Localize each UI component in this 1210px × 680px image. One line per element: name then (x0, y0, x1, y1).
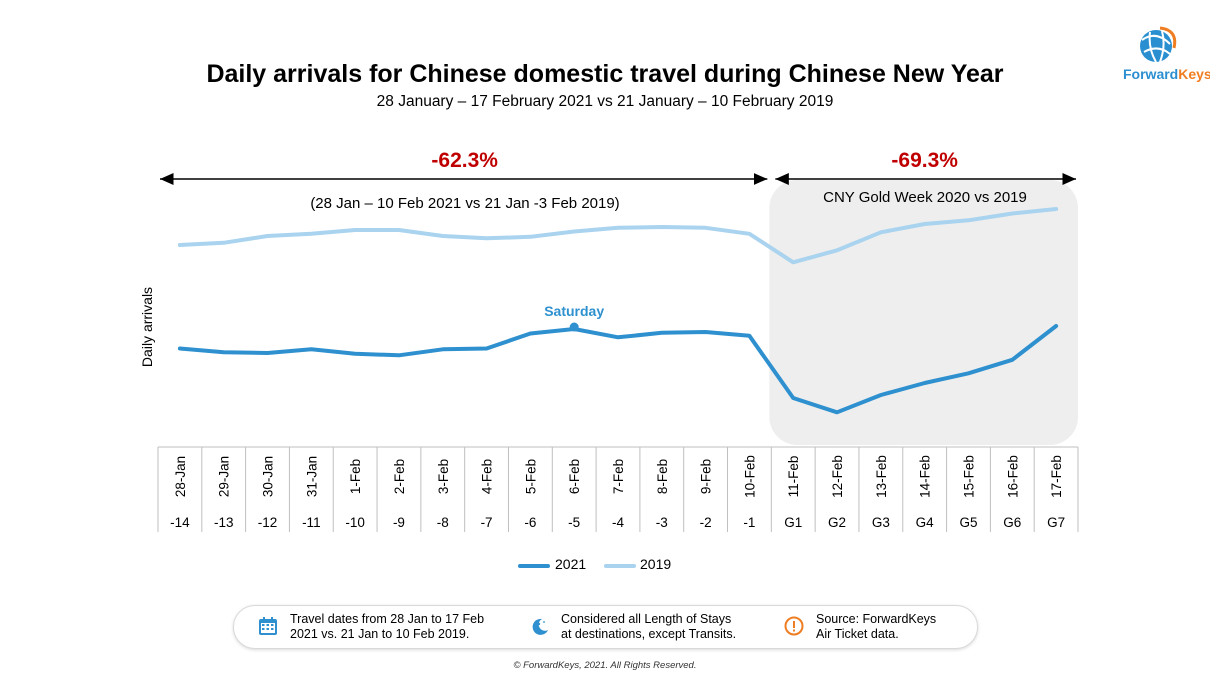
day-offset-label: -7 (481, 515, 493, 530)
x-tick-label: 13-Feb (874, 455, 889, 498)
calendar-icon (259, 617, 277, 635)
day-offset-label: -9 (393, 515, 405, 530)
day-offset-label: -14 (170, 515, 190, 530)
line-chart: Daily arrivals -62.3% -69.3% (28 Jan – 10 F… (139, 149, 1079, 532)
day-offset-label: G4 (916, 515, 935, 530)
x-tick-label: 31-Jan (304, 456, 319, 497)
x-tick-label: 11-Feb (786, 456, 801, 498)
globe-logo-icon (1140, 26, 1177, 63)
x-tick-label: 10-Feb (742, 455, 757, 498)
day-offset-label: -5 (568, 515, 580, 530)
day-offset-label: -8 (437, 515, 449, 530)
footnote-length-of-stay: Considered all Length of Stays at destin… (561, 612, 737, 641)
series-line-2019 (177, 207, 1059, 265)
y-axis-label: Daily arrivals (139, 287, 155, 367)
x-tick-label: 30-Jan (261, 456, 276, 497)
saturday-label: Saturday (544, 303, 604, 319)
series-line-2021 (177, 324, 1059, 415)
footnote-source: Source: ForwardKeys Air Ticket data. (816, 612, 937, 641)
day-offset-label: -13 (214, 515, 234, 530)
day-offset-label: -11 (302, 515, 321, 530)
legend-swatch-2021 (518, 564, 550, 568)
day-offset-label: G6 (1003, 515, 1021, 530)
x-tick-label: 28-Jan (173, 456, 188, 497)
x-tick-label: 7-Feb (611, 459, 626, 494)
x-tick-label: 6-Feb (567, 459, 582, 494)
gold-week-pct: -69.3% (891, 149, 958, 172)
x-tick-label: 4-Feb (480, 459, 495, 494)
day-offset-label: G5 (959, 515, 977, 530)
x-tick-label: 29-Jan (217, 456, 232, 497)
pre-period-range: (28 Jan – 10 Feb 2021 vs 21 Jan -3 Feb 2… (310, 195, 619, 212)
day-offset-label: -4 (612, 515, 624, 530)
x-tick-label: 2-Feb (392, 459, 407, 494)
x-tick-label: 3-Feb (436, 459, 451, 494)
footnotes-panel: Travel dates from 28 Jan to 17 Feb 2021 … (233, 605, 978, 649)
x-tick-label: 9-Feb (699, 459, 714, 494)
pre-period-pct: -62.3% (431, 149, 498, 172)
x-tick-label: 14-Feb (918, 455, 933, 498)
day-offset-label: -2 (700, 515, 712, 530)
logo-text: ForwardKeys (1123, 66, 1210, 82)
day-offset-label: G1 (784, 515, 802, 530)
day-offset-label: -1 (743, 515, 755, 530)
legend-swatch-2019 (604, 564, 636, 568)
x-tick-label: 16-Feb (1005, 455, 1020, 498)
x-tick-label: 1-Feb (348, 459, 363, 494)
day-offset-label: -12 (258, 515, 278, 530)
day-offset-label: G7 (1047, 515, 1065, 530)
gold-week-label: CNY Gold Week 2020 vs 2019 (823, 189, 1027, 206)
footnote-travel-dates: Travel dates from 28 Jan to 17 Feb 2021 … (290, 612, 485, 641)
x-tick-label: 12-Feb (830, 455, 845, 498)
x-tick-label: 8-Feb (655, 459, 670, 494)
copyright: © ForwardKeys, 2021. All Rights Reserved… (513, 660, 697, 671)
x-tick-label: 17-Feb (1049, 455, 1064, 498)
moon-stars-icon (532, 618, 548, 635)
day-offset-label: -10 (345, 515, 365, 530)
legend-label-2021: 2021 (555, 556, 587, 572)
day-offset-label: G3 (872, 515, 890, 530)
x-tick-label: 5-Feb (523, 459, 538, 494)
chart-subtitle: 28 January – 17 February 2021 vs 21 Janu… (376, 93, 834, 110)
legend-label-2019: 2019 (640, 556, 672, 572)
warning-icon (784, 616, 804, 636)
day-offset-label: -3 (656, 515, 668, 530)
chart-title: Daily arrivals for Chinese domestic trav… (206, 60, 1004, 88)
day-offset-label: -6 (524, 515, 536, 530)
day-offset-label: G2 (828, 515, 846, 530)
x-tick-label: 15-Feb (962, 455, 977, 498)
